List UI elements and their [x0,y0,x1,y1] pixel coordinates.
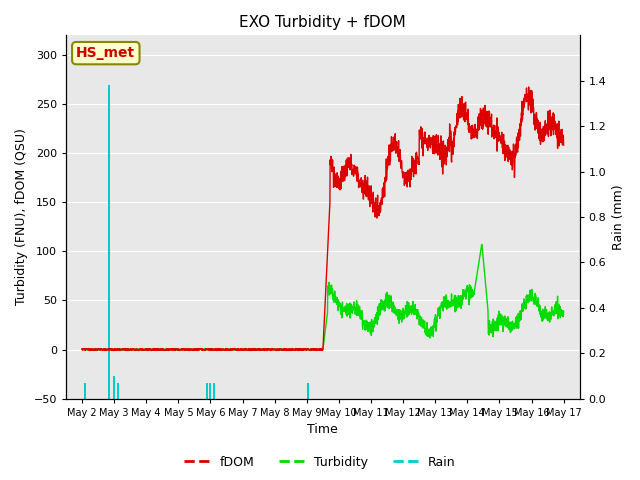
Bar [307,383,309,398]
Title: EXO Turbidity + fDOM: EXO Turbidity + fDOM [239,15,406,30]
Bar [108,85,110,398]
Bar [84,383,86,398]
Y-axis label: Rain (mm): Rain (mm) [612,184,625,250]
Bar [113,376,115,398]
Bar [209,383,211,398]
Text: HS_met: HS_met [76,46,135,60]
Y-axis label: Turbidity (FNU), fDOM (QSU): Turbidity (FNU), fDOM (QSU) [15,129,28,305]
Bar [213,383,215,398]
Legend: fDOM, Turbidity, Rain: fDOM, Turbidity, Rain [179,451,461,474]
Bar [205,383,207,398]
X-axis label: Time: Time [307,423,338,436]
Bar [117,383,119,398]
